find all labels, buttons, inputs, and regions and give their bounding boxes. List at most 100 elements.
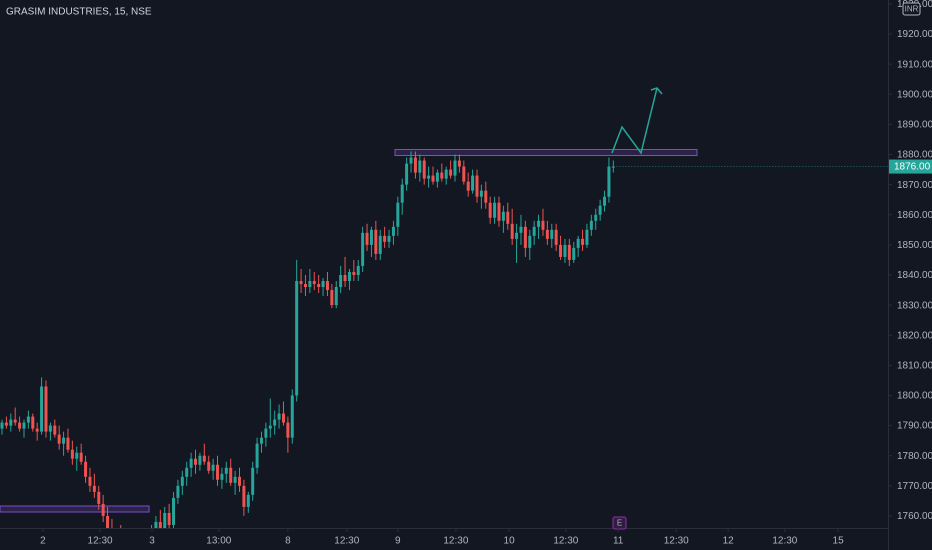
candle-body: [290, 395, 294, 438]
candle-body: [233, 476, 237, 483]
candle-body: [603, 196, 607, 206]
x-tick-label: 12:30: [334, 536, 359, 547]
y-tick-label: 1920.00: [897, 29, 932, 40]
candle-body: [594, 214, 598, 221]
candle-body: [237, 476, 241, 486]
candle-body: [31, 416, 35, 429]
candle-body: [528, 235, 532, 248]
candle-body: [334, 287, 338, 306]
candle-body: [268, 425, 272, 429]
candle-body: [330, 290, 334, 306]
candle-body: [409, 157, 413, 164]
candle-body: [106, 515, 110, 528]
y-tick-label: 1890.00: [897, 120, 932, 131]
candle-body: [479, 190, 483, 197]
candle-body: [66, 437, 70, 450]
candle-body: [158, 521, 162, 528]
support-zone: [0, 505, 150, 513]
candle-body: [277, 413, 281, 420]
candle-body: [501, 211, 505, 221]
candle-body: [176, 485, 180, 498]
y-tick-label: 1910.00: [897, 59, 932, 70]
candle-body: [180, 476, 184, 486]
candle-body: [53, 425, 57, 435]
candle-body: [347, 271, 351, 282]
x-tick-label: 10: [504, 536, 516, 547]
candle-body: [273, 419, 277, 426]
currency-label: INR: [905, 5, 919, 14]
x-tick-label: 2: [40, 536, 46, 547]
candle-body: [396, 202, 400, 227]
candle-body: [457, 160, 461, 167]
candle-body: [26, 416, 30, 423]
candle-body: [88, 476, 92, 486]
plot-area: [0, 149, 698, 528]
resistance-zone: [394, 149, 698, 156]
candle-body: [321, 281, 325, 288]
candle-body: [163, 512, 167, 528]
y-tick-label: 1810.00: [897, 360, 932, 371]
candle-body: [554, 229, 558, 245]
x-tick-label: 12: [723, 536, 735, 547]
x-tick-label: 8: [285, 536, 291, 547]
candle-body: [361, 232, 365, 266]
candle-body: [413, 157, 417, 173]
candle-body: [427, 175, 431, 179]
y-tick-label: 1840.00: [897, 270, 932, 281]
currency-box: [902, 2, 921, 16]
candle-body: [40, 386, 44, 432]
candle-body: [559, 244, 563, 257]
candle-body: [563, 244, 567, 257]
candle-body: [352, 271, 356, 275]
x-tick-label: 12:30: [88, 536, 113, 547]
candle-body: [545, 229, 549, 239]
candle-body: [303, 284, 307, 288]
candle-body: [391, 226, 395, 236]
y-tick-label: 1800.00: [897, 391, 932, 402]
candle-body: [172, 497, 176, 525]
x-tick-label: 9: [395, 536, 401, 547]
y-tick-label: 1870.00: [897, 180, 932, 191]
candle-body: [92, 485, 96, 492]
candle-body: [246, 494, 250, 507]
candle-body: [75, 452, 79, 459]
candle-body: [167, 512, 171, 525]
candle-body: [400, 184, 404, 203]
x-tick-label: 12:30: [772, 536, 797, 547]
candle-body: [325, 281, 329, 291]
y-tick-label: 1780.00: [897, 451, 932, 462]
candle-body: [211, 464, 215, 471]
y-tick-label: 1790.00: [897, 421, 932, 432]
candle-body: [532, 226, 536, 236]
candle-body: [286, 422, 290, 438]
candle-body: [484, 190, 488, 203]
candle-body: [567, 244, 571, 260]
candle-body: [598, 205, 602, 215]
candle-body: [299, 281, 303, 285]
candle-body: [44, 386, 48, 432]
candle-body: [242, 485, 246, 507]
candle-body: [475, 175, 479, 197]
candle-body: [154, 521, 158, 528]
y-tick-label: 1900.00: [897, 89, 932, 100]
candle-body: [295, 281, 299, 396]
candle-body: [101, 503, 105, 516]
candle-body: [251, 467, 255, 495]
candle-body: [589, 220, 593, 230]
candle-body: [9, 419, 13, 426]
candle-body: [405, 163, 409, 185]
candle-body: [317, 284, 321, 288]
candle-body: [444, 169, 448, 179]
candle-body: [84, 461, 88, 477]
y-tick-label: 1860.00: [897, 210, 932, 221]
candle-body: [264, 428, 268, 438]
x-tick-label: 12:30: [553, 536, 578, 547]
arrow-head: [650, 87, 663, 95]
candle-body: [79, 452, 83, 462]
y-tick-label: 1760.00: [897, 511, 932, 522]
candle-body: [440, 172, 444, 179]
x-tick-label: 13:00: [206, 536, 231, 547]
x-tick-label: 12:30: [443, 536, 468, 547]
candle-body: [541, 220, 545, 230]
